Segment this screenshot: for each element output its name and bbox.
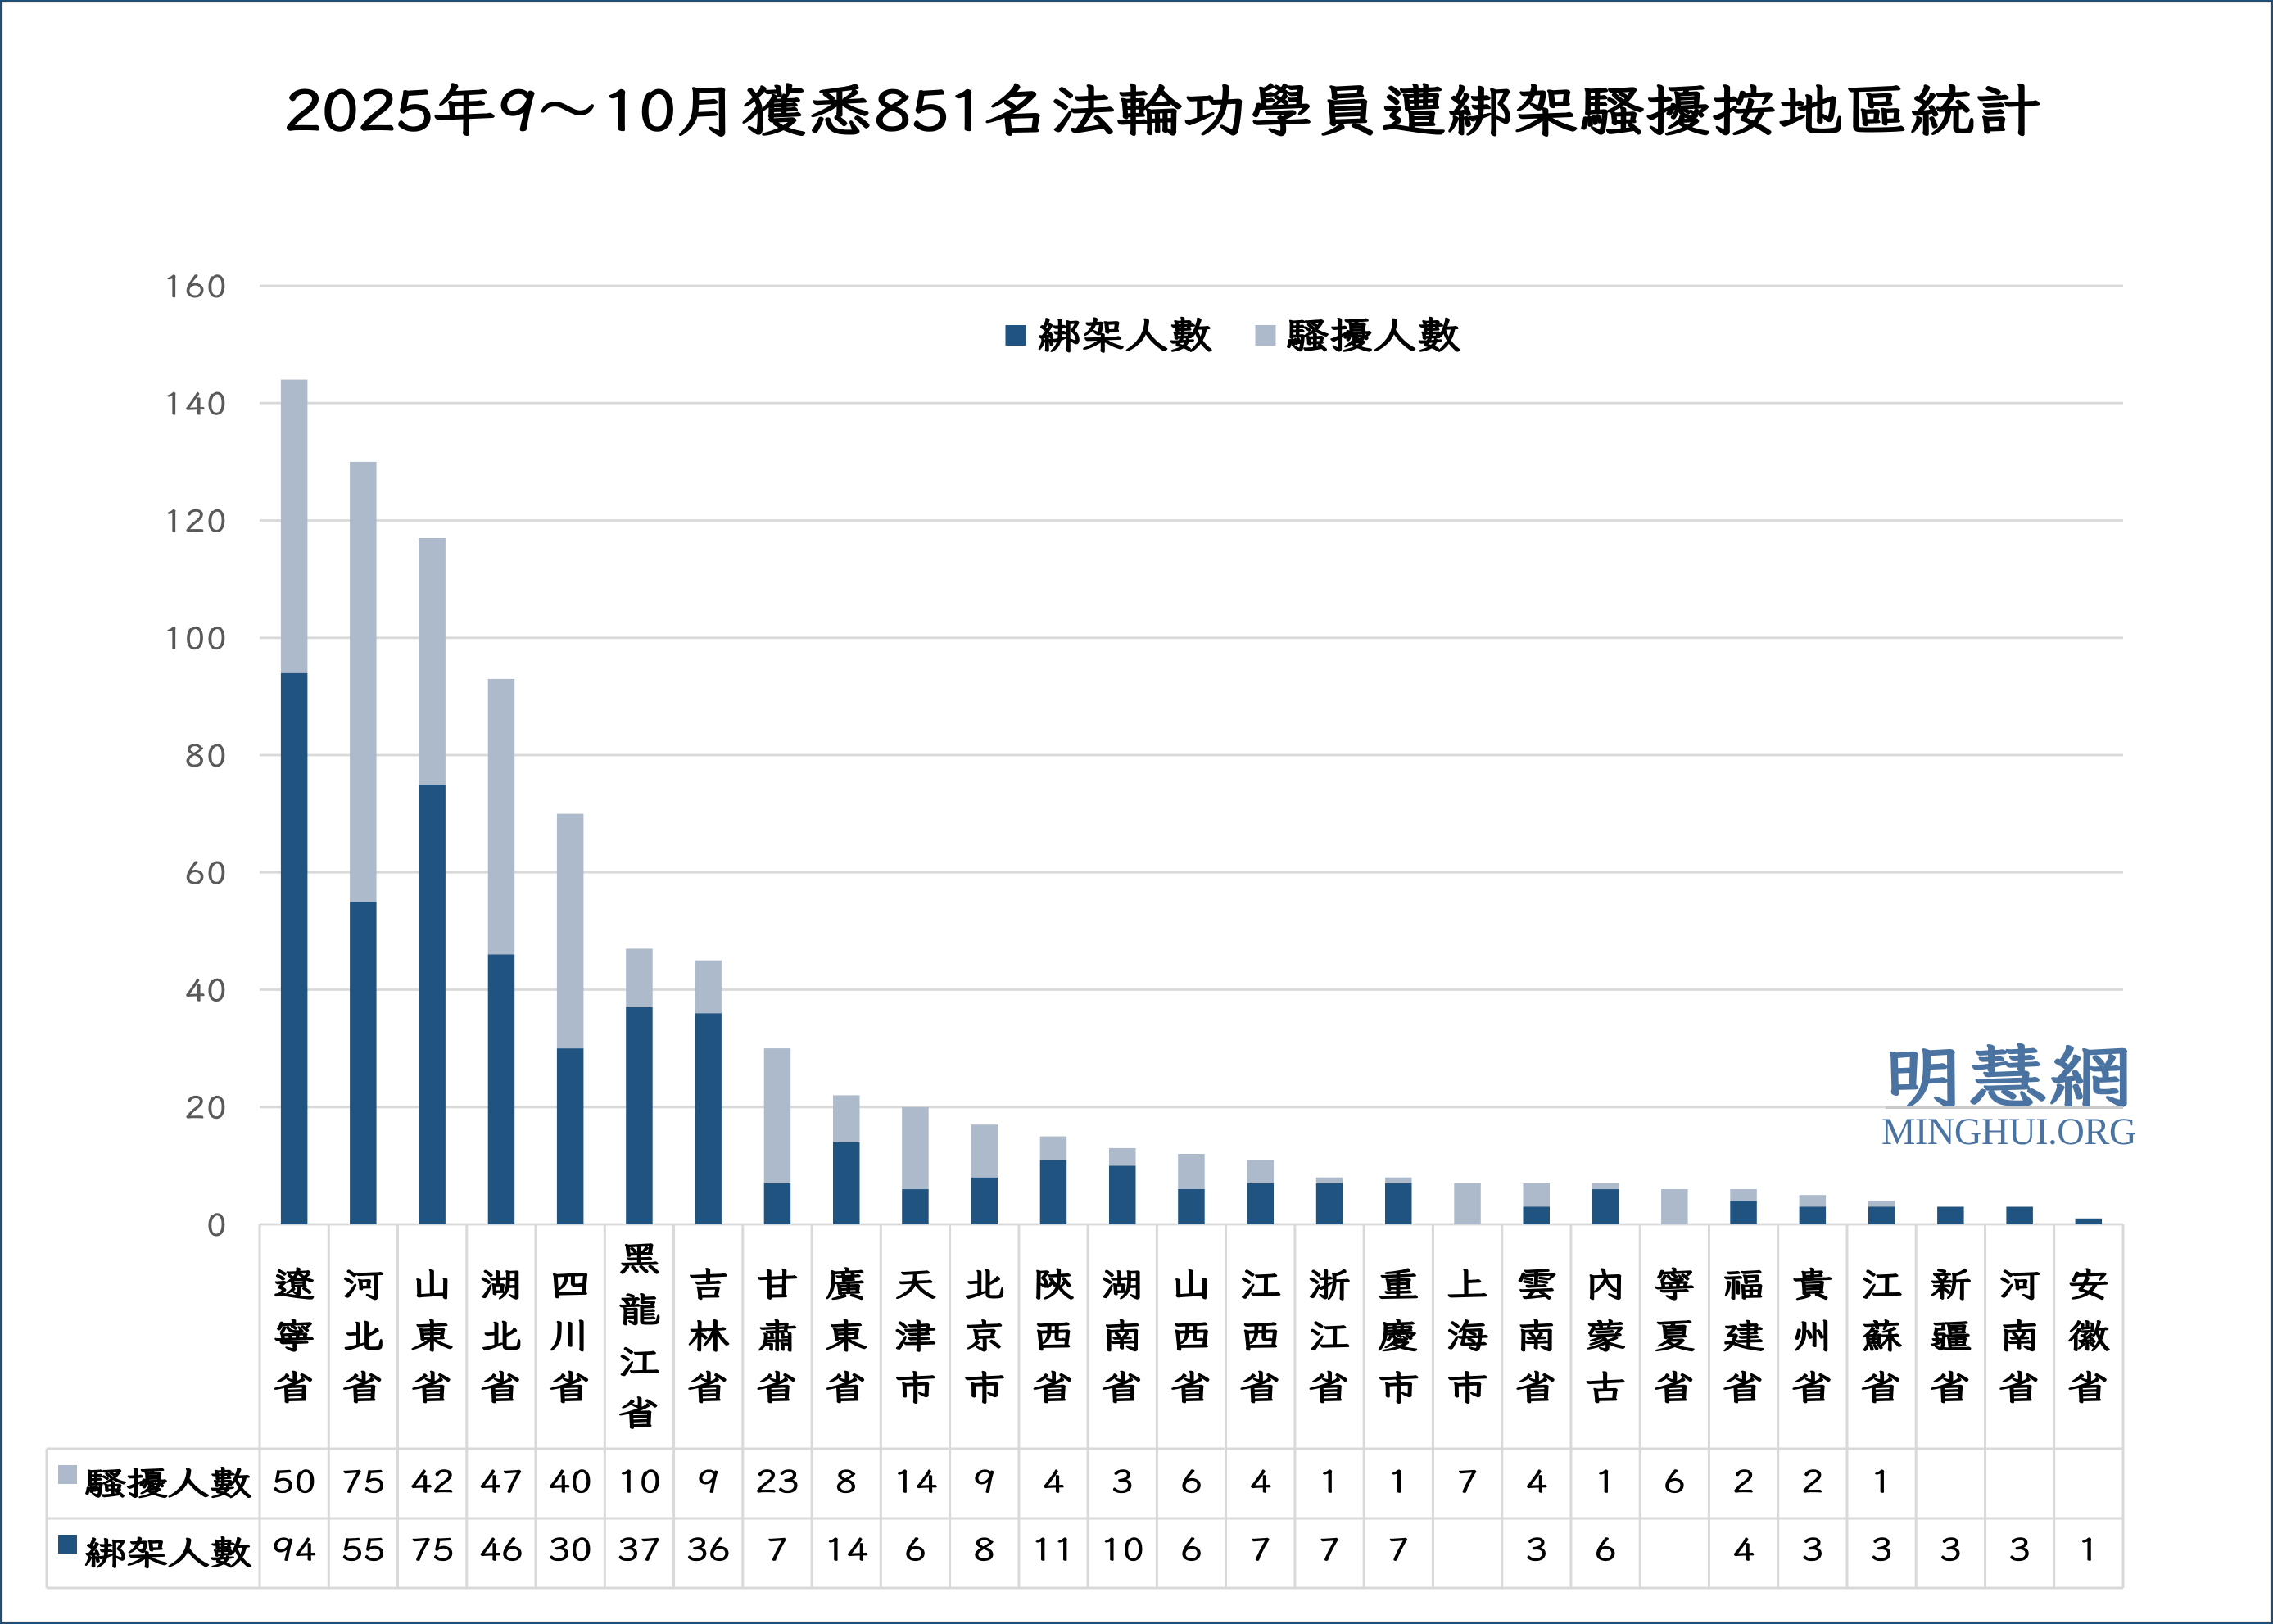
svg-text:MINGHUI.ORG: MINGHUI.ORG <box>1881 1111 2136 1153</box>
